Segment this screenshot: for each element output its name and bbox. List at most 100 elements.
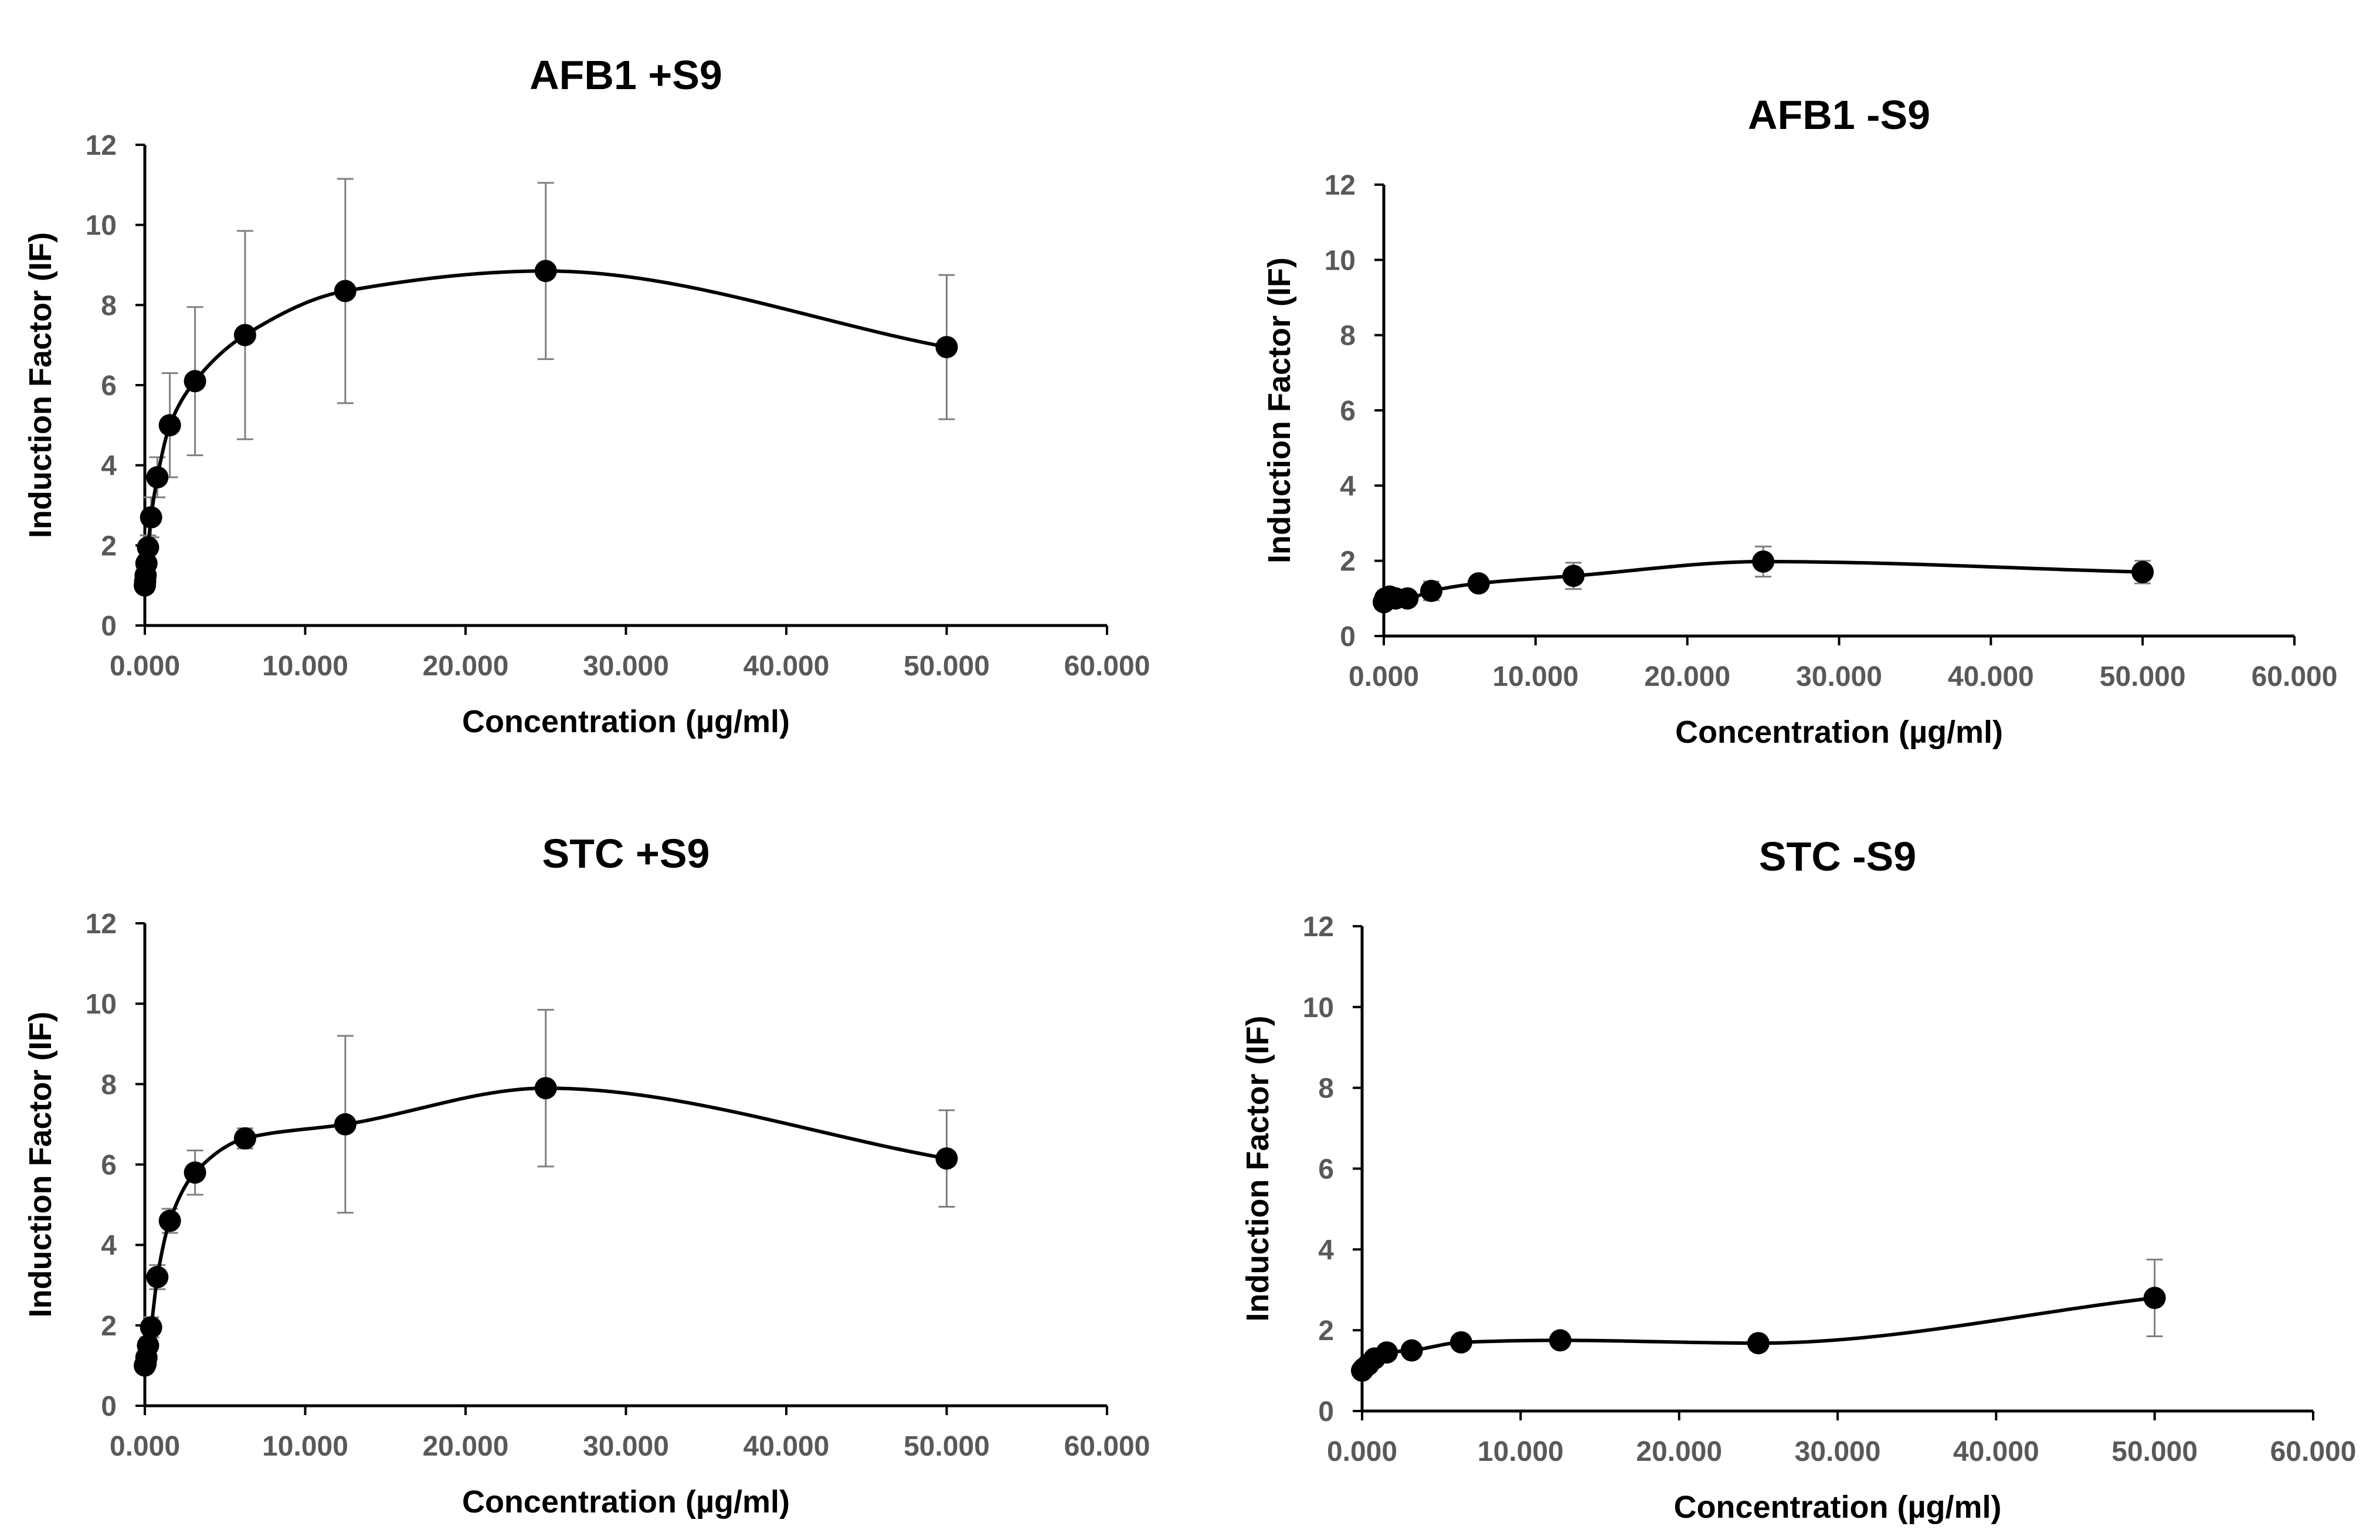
y-axis-title: Induction Factor (IF) [1262, 257, 1297, 563]
chart-stc-plus-s9: STC +S9 0 2 4 6 8 10 12 0.000 10.000 20.000 30.000 4… [23, 831, 1150, 1519]
x-tick-label: 10.000 [262, 1431, 348, 1462]
x-tick-label: 40.000 [1953, 1436, 2039, 1467]
data-point [184, 370, 206, 393]
y-tick-label: 4 [101, 451, 117, 482]
y-tick-label: 2 [101, 531, 117, 562]
data-point [146, 466, 169, 489]
x-tick-label: 0.000 [110, 651, 180, 682]
data-point [158, 414, 181, 437]
x-tick-label: 20.000 [1644, 661, 1730, 692]
x-tick-label: 60.000 [2270, 1436, 2357, 1467]
data-point [935, 1147, 958, 1170]
y-tick-label: 0 [101, 611, 117, 642]
x-tick-label: 0.000 [1349, 661, 1419, 692]
data-point [1396, 587, 1419, 610]
data-point [1449, 1331, 1472, 1354]
chart-title: AFB1 -S9 [1748, 92, 1930, 138]
data-point [935, 336, 958, 359]
x-tick-label: 20.000 [423, 1431, 509, 1462]
data-point [158, 1209, 181, 1232]
y-tick-label: 6 [101, 1150, 117, 1181]
x-tick-label: 10.000 [1492, 661, 1578, 692]
y-tick-label: 10 [86, 210, 117, 242]
x-tick-label: 40.000 [1948, 661, 2034, 692]
chart-title: STC -S9 [1759, 834, 1916, 879]
y-tick-label: 10 [86, 989, 117, 1020]
y-tick-label: 10 [1325, 245, 1356, 276]
x-tick-label: 30.000 [583, 1431, 669, 1462]
y-tick-label: 8 [101, 290, 117, 321]
x-tick-label: 60.000 [1064, 1431, 1150, 1462]
chart-title: AFB1 +S9 [529, 52, 722, 98]
data-point [146, 1266, 169, 1289]
x-tick-label: 50.000 [2111, 1436, 2198, 1467]
x-tick-label: 30.000 [1796, 661, 1882, 692]
x-axis-title: Concentration (µg/ml) [462, 704, 790, 739]
chart-stc-minus-s9: STC -S9 0 2 4 6 8 10 12 0.000 10.000 20.000 30.000 4… [1240, 834, 2356, 1525]
data-point [1549, 1329, 1571, 1352]
chart-afb1-plus-s9: AFB1 +S9 0 2 4 6 8 10 12 0.000 10.000 20.000 30.000… [23, 52, 1150, 739]
y-tick-label: 0 [1318, 1396, 1334, 1427]
x-tick-label: 20.000 [1636, 1436, 1722, 1467]
y-tick-label: 8 [1340, 321, 1356, 352]
x-tick-label: 20.000 [423, 651, 509, 682]
y-tick-label: 12 [86, 130, 117, 161]
y-axis-title: Induction Factor (IF) [23, 232, 58, 538]
y-tick-label: 8 [1318, 1073, 1334, 1104]
chart-title: STC +S9 [542, 831, 710, 876]
data-point [1376, 1341, 1398, 1364]
y-tick-label: 6 [101, 370, 117, 402]
y-tick-label: 0 [101, 1391, 117, 1422]
data-point [1467, 572, 1490, 595]
x-axis-title: Concentration (µg/ml) [462, 1484, 790, 1519]
y-tick-label: 12 [86, 909, 117, 940]
chart-afb1-minus-s9: AFB1 -S9 0 2 4 6 8 10 12 0.000 10.000 20.000 30.000… [1262, 92, 2337, 750]
data-point [1562, 565, 1585, 587]
data-point [1752, 550, 1775, 573]
x-tick-label: 50.000 [904, 651, 990, 682]
data-point [233, 324, 256, 346]
data-point [534, 260, 557, 283]
x-tick-label: 30.000 [1795, 1436, 1881, 1467]
y-tick-label: 12 [1325, 170, 1356, 201]
data-point [233, 1127, 256, 1150]
data-point [2143, 1287, 2166, 1310]
y-tick-label: 0 [1340, 621, 1356, 652]
x-tick-label: 30.000 [583, 651, 669, 682]
x-tick-label: 40.000 [743, 1431, 830, 1462]
data-point [1747, 1332, 1770, 1355]
x-tick-label: 50.000 [2100, 661, 2186, 692]
y-tick-label: 2 [101, 1311, 117, 1342]
y-tick-label: 4 [1340, 471, 1356, 502]
y-axis-title: Induction Factor (IF) [23, 1012, 58, 1318]
y-tick-label: 8 [101, 1069, 117, 1100]
data-point [137, 1334, 159, 1357]
y-tick-label: 6 [1318, 1154, 1334, 1185]
x-tick-label: 40.000 [743, 651, 830, 682]
data-point [534, 1077, 557, 1100]
x-tick-label: 10.000 [262, 651, 348, 682]
x-tick-label: 60.000 [1064, 651, 1150, 682]
data-point [140, 506, 162, 529]
data-point [2131, 560, 2154, 583]
data-point [1400, 1339, 1423, 1362]
y-tick-label: 4 [1318, 1235, 1334, 1266]
y-axis-title: Induction Factor (IF) [1240, 1016, 1275, 1322]
x-tick-label: 10.000 [1478, 1436, 1564, 1467]
x-axis-title: Concentration (µg/ml) [1673, 1490, 2001, 1525]
x-axis-title: Concentration (µg/ml) [1675, 715, 2003, 750]
data-point [334, 1113, 357, 1136]
x-tick-label: 60.000 [2252, 661, 2338, 692]
data-point [334, 280, 357, 302]
x-tick-label: 50.000 [904, 1431, 990, 1462]
y-tick-label: 2 [1318, 1315, 1334, 1347]
data-point [137, 536, 159, 559]
data-point [135, 552, 158, 575]
y-tick-label: 4 [101, 1230, 117, 1262]
data-point [140, 1316, 162, 1339]
y-tick-label: 10 [1303, 992, 1334, 1024]
y-tick-label: 2 [1340, 546, 1356, 577]
y-tick-label: 12 [1303, 912, 1334, 943]
x-tick-label: 0.000 [1327, 1436, 1397, 1467]
